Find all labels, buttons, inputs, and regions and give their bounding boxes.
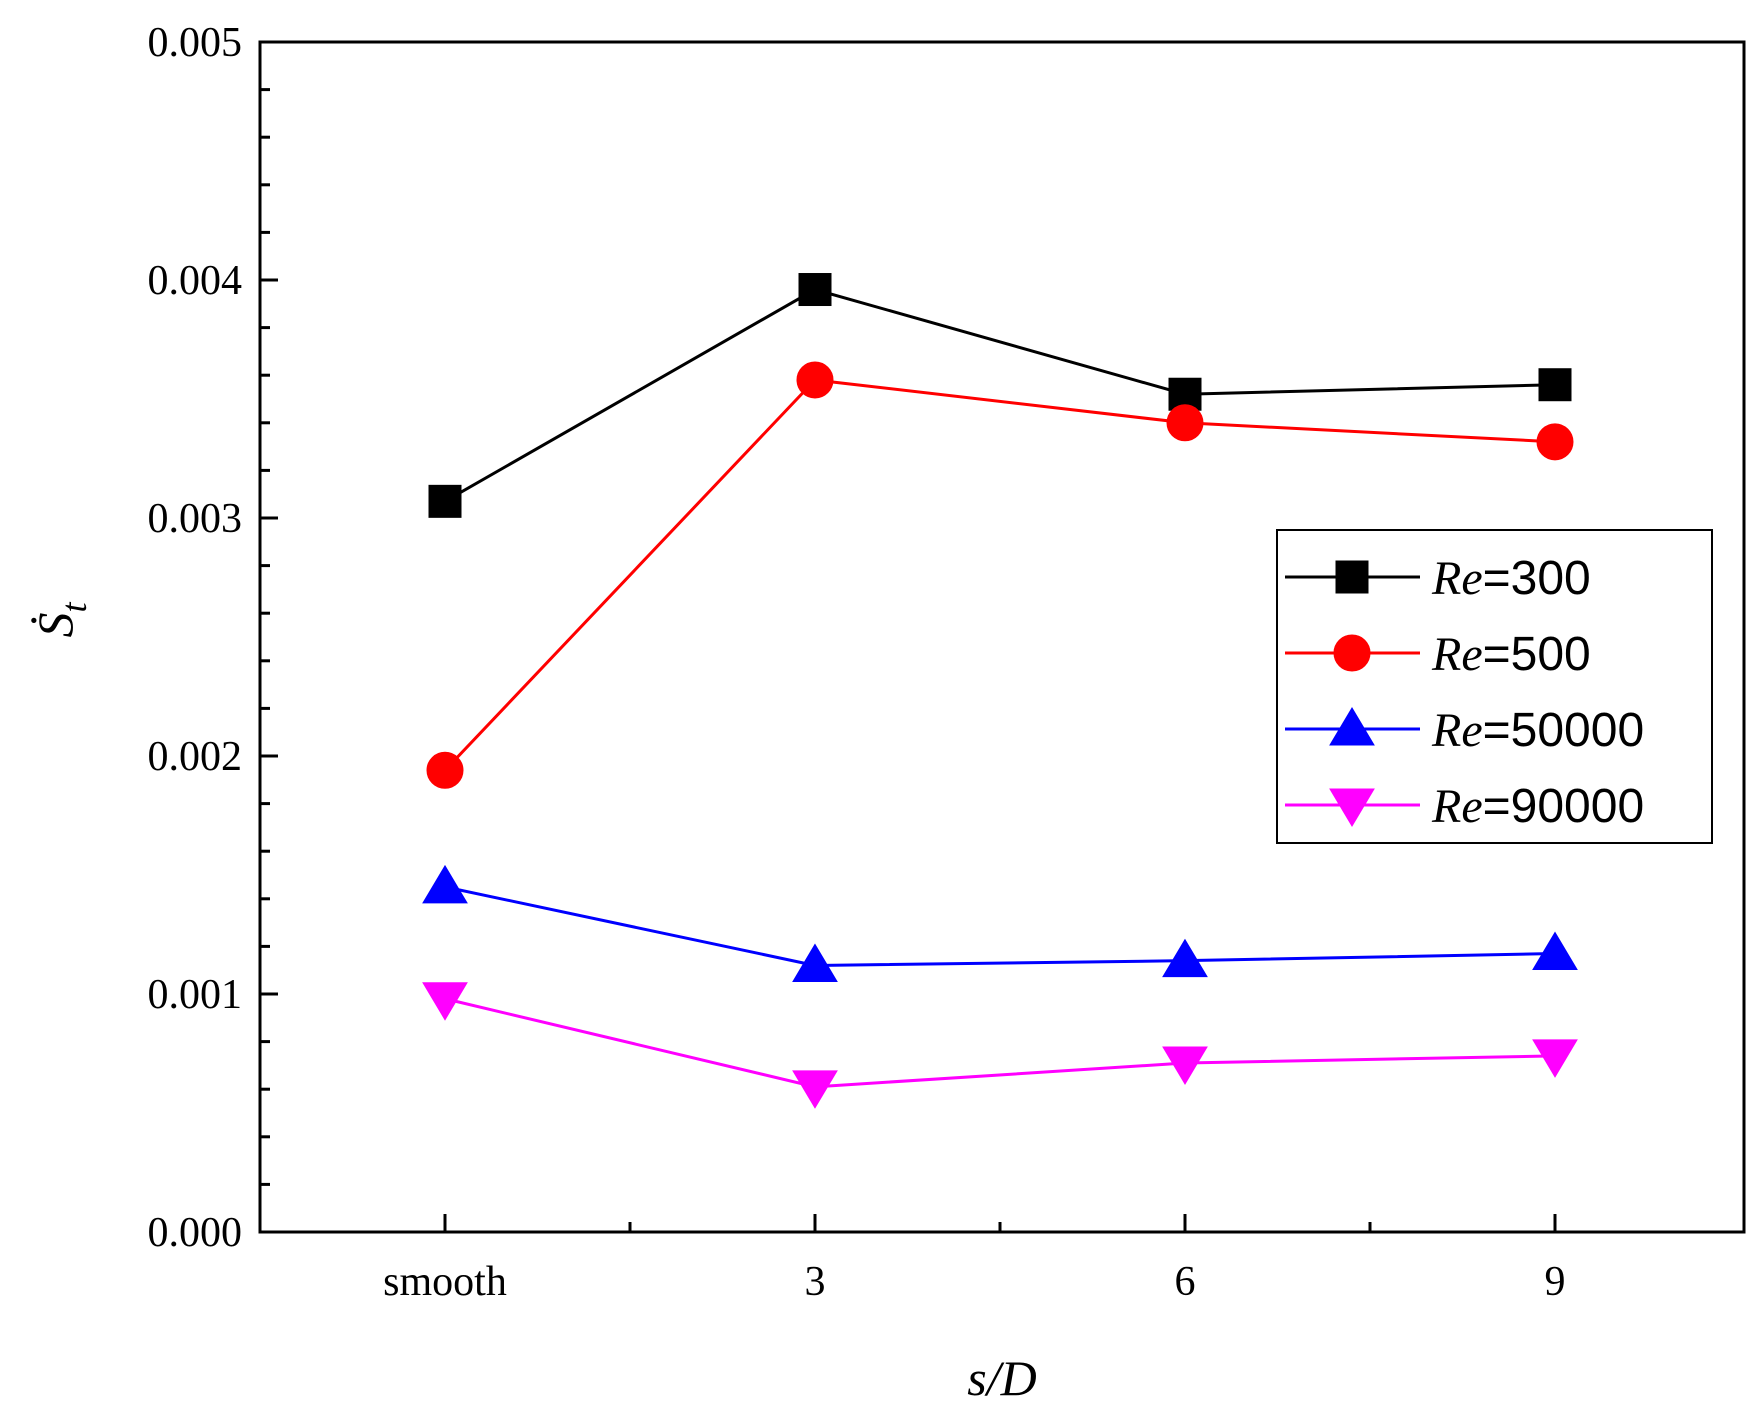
- legend-marker: [1329, 788, 1375, 827]
- data-point: [428, 484, 462, 518]
- data-point: [422, 864, 468, 904]
- legend-label: Re=500: [1431, 628, 1591, 681]
- series-3: [422, 982, 1578, 1109]
- svg-text:Ṡt: Ṡt: [27, 602, 94, 638]
- series-line: [444, 997, 1556, 1089]
- x-tick-label: 9: [1545, 1259, 1566, 1305]
- y-axis-title-group: Ṡt: [27, 602, 94, 638]
- y-tick-label: 0.002: [148, 734, 243, 780]
- legend-entry: Re=300: [1285, 552, 1591, 605]
- legend-label: Re=90000: [1431, 780, 1644, 833]
- x-axis: smooth 3 6 9: [383, 1214, 1566, 1305]
- data-point: [1532, 1039, 1578, 1078]
- series-line: [443, 378, 1556, 772]
- data-point: [1162, 938, 1208, 978]
- legend-entry: Re=500: [1285, 628, 1591, 681]
- data-point: [796, 361, 834, 399]
- data-point: [1536, 423, 1574, 461]
- series-2: [422, 864, 1578, 982]
- data-point: [1162, 1046, 1208, 1085]
- y-tick-label: 0.000: [148, 1210, 243, 1256]
- y-axis: 0.000 0.001 0.002 0.003 0.004 0.005: [148, 20, 278, 1256]
- data-point: [792, 1070, 838, 1109]
- x-axis-title: s/D: [967, 1350, 1036, 1406]
- legend-label: Re=50000: [1431, 704, 1644, 757]
- legend-marker: [1335, 560, 1369, 594]
- y-tick-label: 0.001: [148, 972, 243, 1018]
- y-tick-label: 0.004: [148, 258, 243, 304]
- data-point: [1166, 404, 1204, 442]
- data-point: [1532, 931, 1578, 971]
- legend-marker: [1329, 707, 1375, 746]
- series-layer: [422, 273, 1578, 1109]
- series-1: [426, 361, 1574, 789]
- data-point: [426, 751, 464, 789]
- series-0: [428, 273, 1572, 518]
- legend-marker: [1333, 634, 1371, 672]
- legend-label: Re=300: [1431, 552, 1591, 605]
- y-axis-title-subscript: t: [54, 602, 94, 613]
- x-tick-label: smooth: [383, 1259, 507, 1305]
- x-tick-label: 6: [1175, 1259, 1196, 1305]
- y-axis-title: Ṡ: [27, 613, 83, 638]
- x-tick-label: 3: [805, 1259, 826, 1305]
- legend-entry: Re=90000: [1285, 780, 1644, 833]
- data-point: [1538, 368, 1572, 402]
- data-point: [798, 273, 832, 307]
- series-line: [444, 885, 1556, 967]
- y-tick-label: 0.005: [148, 20, 243, 66]
- legend: Re=300 Re=500 Re=50000 Re=90000: [1276, 529, 1713, 844]
- series-line: [444, 287, 1556, 503]
- legend-entry: Re=50000: [1285, 704, 1644, 757]
- y-tick-label: 0.003: [148, 496, 243, 542]
- data-point: [792, 943, 838, 982]
- data-point: [422, 982, 468, 1021]
